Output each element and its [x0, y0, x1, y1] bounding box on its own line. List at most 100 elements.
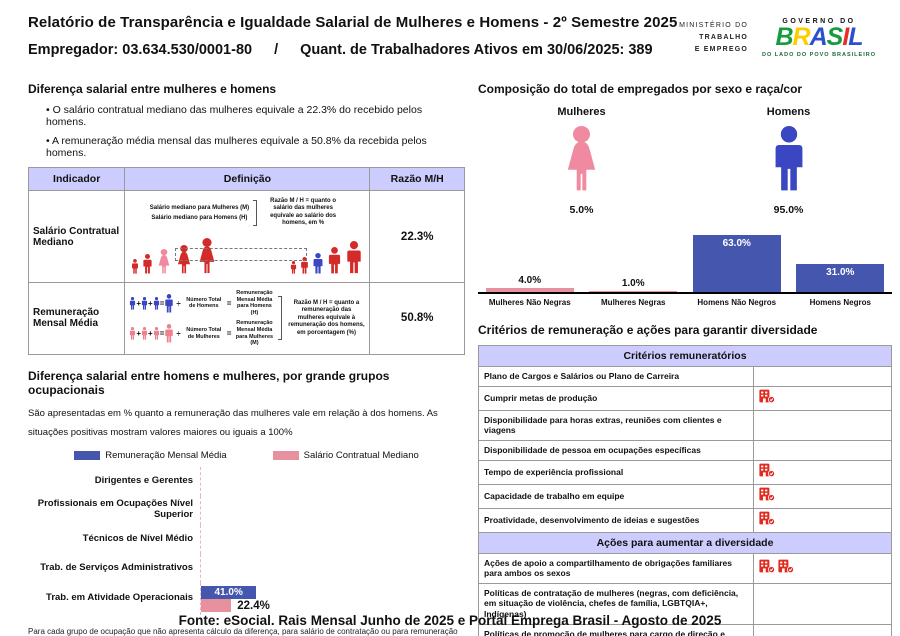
- brasil-wordmark: BRASIL: [762, 25, 876, 50]
- pictogram-label: Homens: [766, 106, 811, 118]
- man-figure-icon: [775, 126, 802, 191]
- composition-bar: 31.0%: [796, 264, 885, 292]
- man-figure-icon: [130, 327, 136, 340]
- occupational-bar: 22.4%: [201, 598, 270, 612]
- col-header-definicao: Definição: [124, 167, 371, 191]
- legend-swatch-pink: [272, 450, 299, 460]
- diagram-label-women: Salário mediano para Mulheres (M): [149, 204, 250, 211]
- man-figure-icon: [143, 253, 152, 273]
- indicator-table-header-row: Indicador Definição Razão M/H: [27, 167, 465, 191]
- gov-top-text: GOVERNO DO: [782, 18, 856, 25]
- legend-label: Remuneração Mensal Média: [105, 449, 227, 461]
- occupational-category-label: Trab. de Serviços Administrativos: [40, 561, 193, 573]
- occupational-bar-zone: [200, 553, 465, 583]
- equals-sign: =: [226, 298, 232, 308]
- ministry-logo: MINISTÉRIO DO TRABALHO E EMPREGO: [679, 20, 748, 56]
- criteria-label: Plano de Cargos e Salários ou Plano de C…: [477, 366, 755, 387]
- criteria-label: Ações de apoio a compartilhamento de obr…: [477, 552, 755, 584]
- equals-sign: =: [159, 298, 165, 308]
- man-figure-icon: [291, 260, 297, 274]
- brasil-letter: L: [848, 23, 863, 51]
- composition-category-label: Mulheres Não Negras: [488, 298, 571, 307]
- occupational-bar-zone: [200, 524, 465, 554]
- composition-chart: 4.0% 1.0% 63.0% 31.0% Mulheres Não Negras Mu…: [478, 232, 892, 307]
- pictogram-label: Mulheres: [557, 106, 606, 118]
- occupational-bar-zone: [200, 466, 465, 496]
- brace-shape: [278, 296, 283, 341]
- plus-sign: +: [148, 298, 153, 308]
- composition-category-label: Homens Não Negros: [697, 298, 777, 307]
- composition-column: 63.0%: [685, 235, 789, 292]
- criteria-check-cell: [753, 409, 892, 441]
- criteria-row: Tempo de experiência profissional: [477, 459, 892, 485]
- occupational-row: Técnicos de Nível Médio: [28, 524, 465, 554]
- composition-category-labels: Mulheres Não Negras Mulheres Negras Homens…: [478, 294, 892, 307]
- man-icon: [771, 124, 807, 192]
- criteria-row: Proatividade, desenvolvimento de ideias …: [477, 507, 892, 533]
- pictogram-women: Mulheres 5.0%: [478, 106, 685, 216]
- brasil-letter: B: [775, 23, 793, 51]
- composition-bar: [485, 288, 574, 292]
- indicator-name: Salário Contratual Mediano: [27, 190, 126, 283]
- bar-value-label: 31.0%: [826, 267, 855, 279]
- occupational-row: Trab. em Atividade Operacionais 41.0% 22.4…: [28, 582, 465, 615]
- employer-id: Empregador: 03.634.530/0001-80: [28, 42, 253, 58]
- equals-sign: =: [226, 329, 232, 339]
- criteria-table: Critérios remuneratórios Plano de Cargos …: [477, 345, 892, 636]
- criteria-row: Cumprir metas de produção: [477, 385, 892, 411]
- ministry-line: E EMPREGO: [694, 45, 748, 53]
- governo-do-brasil-logo: GOVERNO DO BRASIL DO LADO DO POVO BRASIL…: [762, 18, 876, 58]
- report-header: Relatório de Transparência e Igualdade S…: [28, 14, 688, 58]
- men-result-label: Remuneração Mensal Média para Homens (H): [236, 290, 273, 316]
- bar-value-label: 1.0%: [621, 277, 645, 289]
- composition-bars: 4.0% 1.0% 63.0% 31.0%: [478, 232, 892, 294]
- occupational-bar: 41.0%: [201, 585, 257, 599]
- pictogram-value: 5.0%: [569, 204, 594, 216]
- ministry-line: TRABALHO: [699, 34, 748, 42]
- composition-category-label: Homens Negros: [809, 298, 871, 307]
- source-footer: Fonte: eSocial. Rais Mensal Junho de 202…: [178, 613, 722, 628]
- ratio-value: 50.8%: [369, 282, 465, 355]
- woman-figure-icon: [159, 248, 170, 273]
- criteria-label: Políticas de promoção de mulheres para c…: [477, 623, 755, 636]
- composition-category-label: Mulheres Negras: [601, 298, 666, 307]
- equals-sign: =: [159, 329, 165, 339]
- man-figure-icon: [313, 252, 323, 273]
- composition-column: 31.0%: [789, 264, 893, 292]
- ministry-line: MINISTÉRIO DO: [679, 22, 748, 30]
- occupational-heading: Diferença salarial entre homens e mulher…: [28, 368, 390, 397]
- ratio-value: 22.3%: [369, 190, 465, 283]
- criteria-row: Políticas de contratação de mulheres (ne…: [477, 582, 892, 625]
- col-header-indicador: Indicador: [27, 167, 126, 191]
- gov-tagline: DO LADO DO POVO BRASILEIRO: [761, 52, 876, 58]
- criteria-label: Proatividade, desenvolvimento de ideias …: [477, 507, 755, 533]
- man-figure-icon: [347, 240, 362, 273]
- man-figure-icon: [153, 296, 159, 310]
- criteria-label: Capacidade de trabalho em equipe: [477, 483, 755, 509]
- table-row: Salário Contratual Mediano Salário media…: [27, 190, 465, 283]
- criteria-section-header: Ações para aumentar a diversidade: [478, 531, 892, 554]
- man-figure-icon: [132, 258, 139, 274]
- woman-figure-icon: [200, 237, 215, 273]
- occupational-category-label: Dirigentes e Gerentes: [94, 474, 193, 486]
- criteria-label: Disponibilidade para horas extras, reuni…: [477, 409, 755, 441]
- separator: /: [274, 42, 279, 58]
- woman-figure-icon: [567, 126, 596, 191]
- man-figure-icon: [329, 246, 341, 273]
- women-total-label: Número Total de Mulheres: [186, 326, 222, 340]
- criteria-row: Ações de apoio a compartilhamento de obr…: [477, 552, 892, 584]
- man-figure-icon: [130, 296, 136, 310]
- plus-sign: +: [136, 329, 142, 339]
- page-title: Relatório de Transparência e Igualdade S…: [28, 14, 678, 31]
- man-figure-icon: [153, 327, 159, 340]
- col-header-razao: Razão M/H: [369, 167, 465, 191]
- composition-bar: [589, 290, 678, 292]
- legend-label: Salário Contratual Mediano: [303, 449, 419, 461]
- criteria-heading: Critérios de remuneração e ações para ga…: [478, 323, 818, 337]
- company-check-icon: [759, 559, 776, 578]
- criteria-check-cell: [753, 623, 892, 636]
- composition-column: 1.0%: [582, 277, 686, 292]
- pictogram-men: Homens 95.0%: [685, 106, 892, 216]
- criteria-label: Tempo de experiência profissional: [477, 459, 755, 485]
